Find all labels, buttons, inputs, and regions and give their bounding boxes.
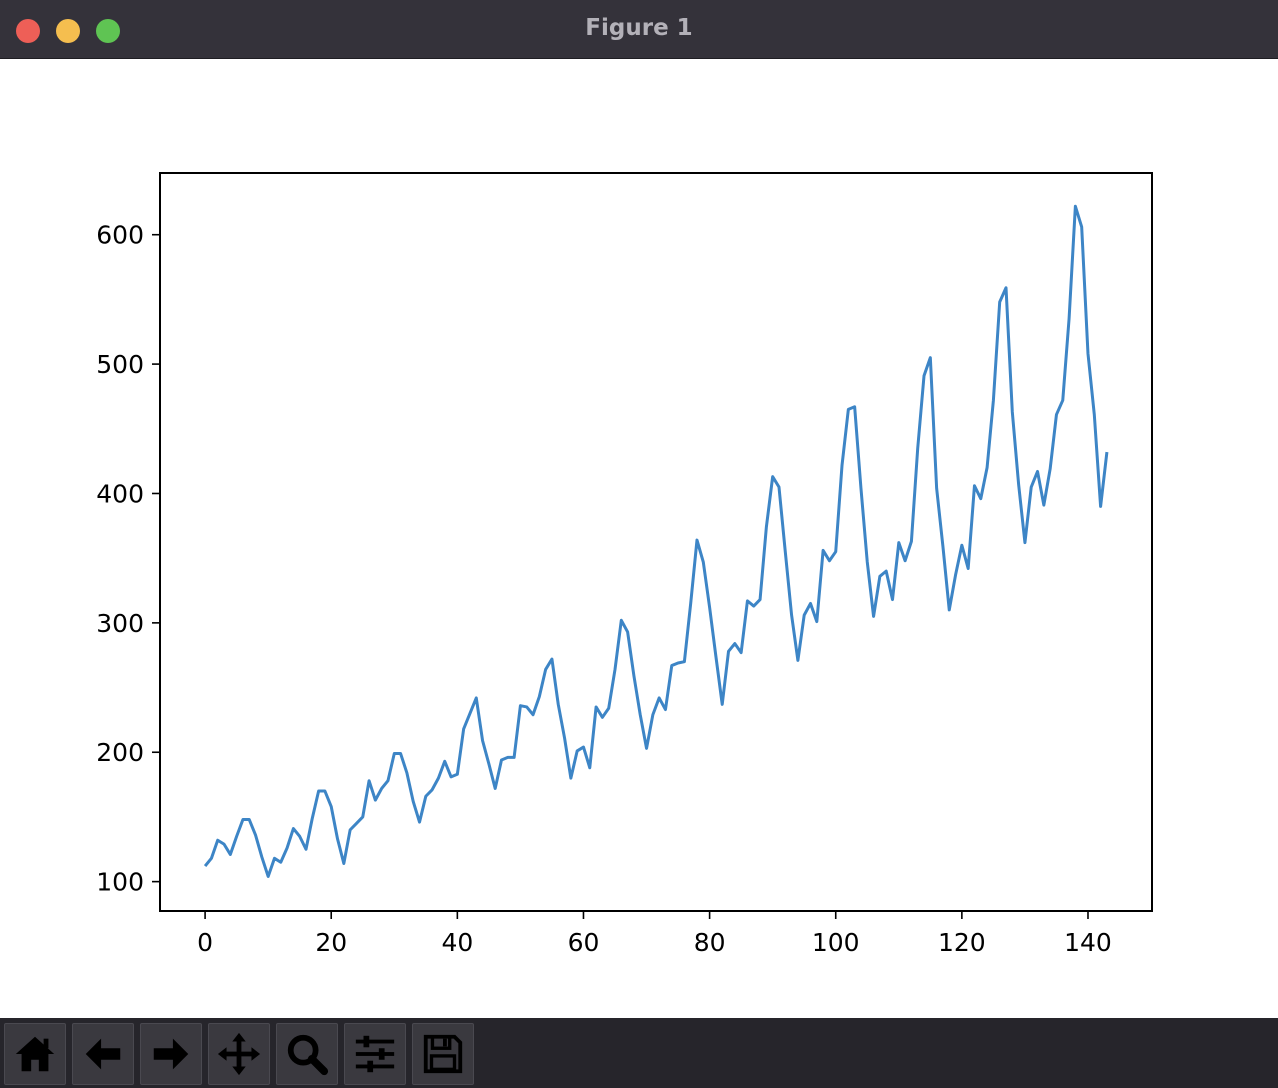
home-button[interactable] <box>4 1023 66 1085</box>
x-tick-label: 40 <box>441 928 473 957</box>
zoom-button[interactable] <box>276 1023 338 1085</box>
forward-button[interactable] <box>140 1023 202 1085</box>
line-chart: 0 20 40 60 80 100 120 140 100 200 300 400 500 600 <box>96 172 1153 957</box>
y-tick-label: 600 <box>96 221 144 250</box>
x-tick-label: 0 <box>197 928 213 957</box>
back-arrow-icon <box>85 1038 121 1070</box>
home-icon <box>15 1036 55 1072</box>
axes-frame <box>159 172 1153 912</box>
y-tick-label: 500 <box>96 350 144 379</box>
x-tick-label: 100 <box>812 928 860 957</box>
y-tick-label: 100 <box>96 868 144 897</box>
forward-arrow-icon <box>153 1038 189 1070</box>
back-button[interactable] <box>72 1023 134 1085</box>
save-button[interactable] <box>412 1023 474 1085</box>
configure-subplots-icon <box>355 1035 395 1073</box>
navigation-toolbar <box>0 1018 1278 1088</box>
pan-icon <box>217 1032 261 1076</box>
pan-button[interactable] <box>208 1023 270 1085</box>
x-tick-label: 20 <box>315 928 347 957</box>
y-tick-label: 300 <box>96 609 144 638</box>
minimize-window-button[interactable] <box>56 19 80 43</box>
maximize-window-button[interactable] <box>96 19 120 43</box>
x-tick-label: 60 <box>568 928 600 957</box>
y-tick-label: 200 <box>96 738 144 767</box>
close-window-button[interactable] <box>16 19 40 43</box>
configure-subplots-button[interactable] <box>344 1023 406 1085</box>
x-tick-label: 140 <box>1064 928 1112 957</box>
zoom-icon <box>287 1034 329 1076</box>
series-line <box>203 204 1109 878</box>
figure-canvas[interactable]: 0 20 40 60 80 100 120 140 100 200 300 400 500 600 <box>0 59 1278 1018</box>
x-tick-label: 120 <box>938 928 986 957</box>
window-titlebar: Figure 1 <box>0 0 1278 59</box>
x-tick-label: 80 <box>694 928 726 957</box>
save-icon <box>423 1034 463 1074</box>
window-title: Figure 1 <box>585 15 693 41</box>
y-tick-label: 400 <box>96 479 144 508</box>
